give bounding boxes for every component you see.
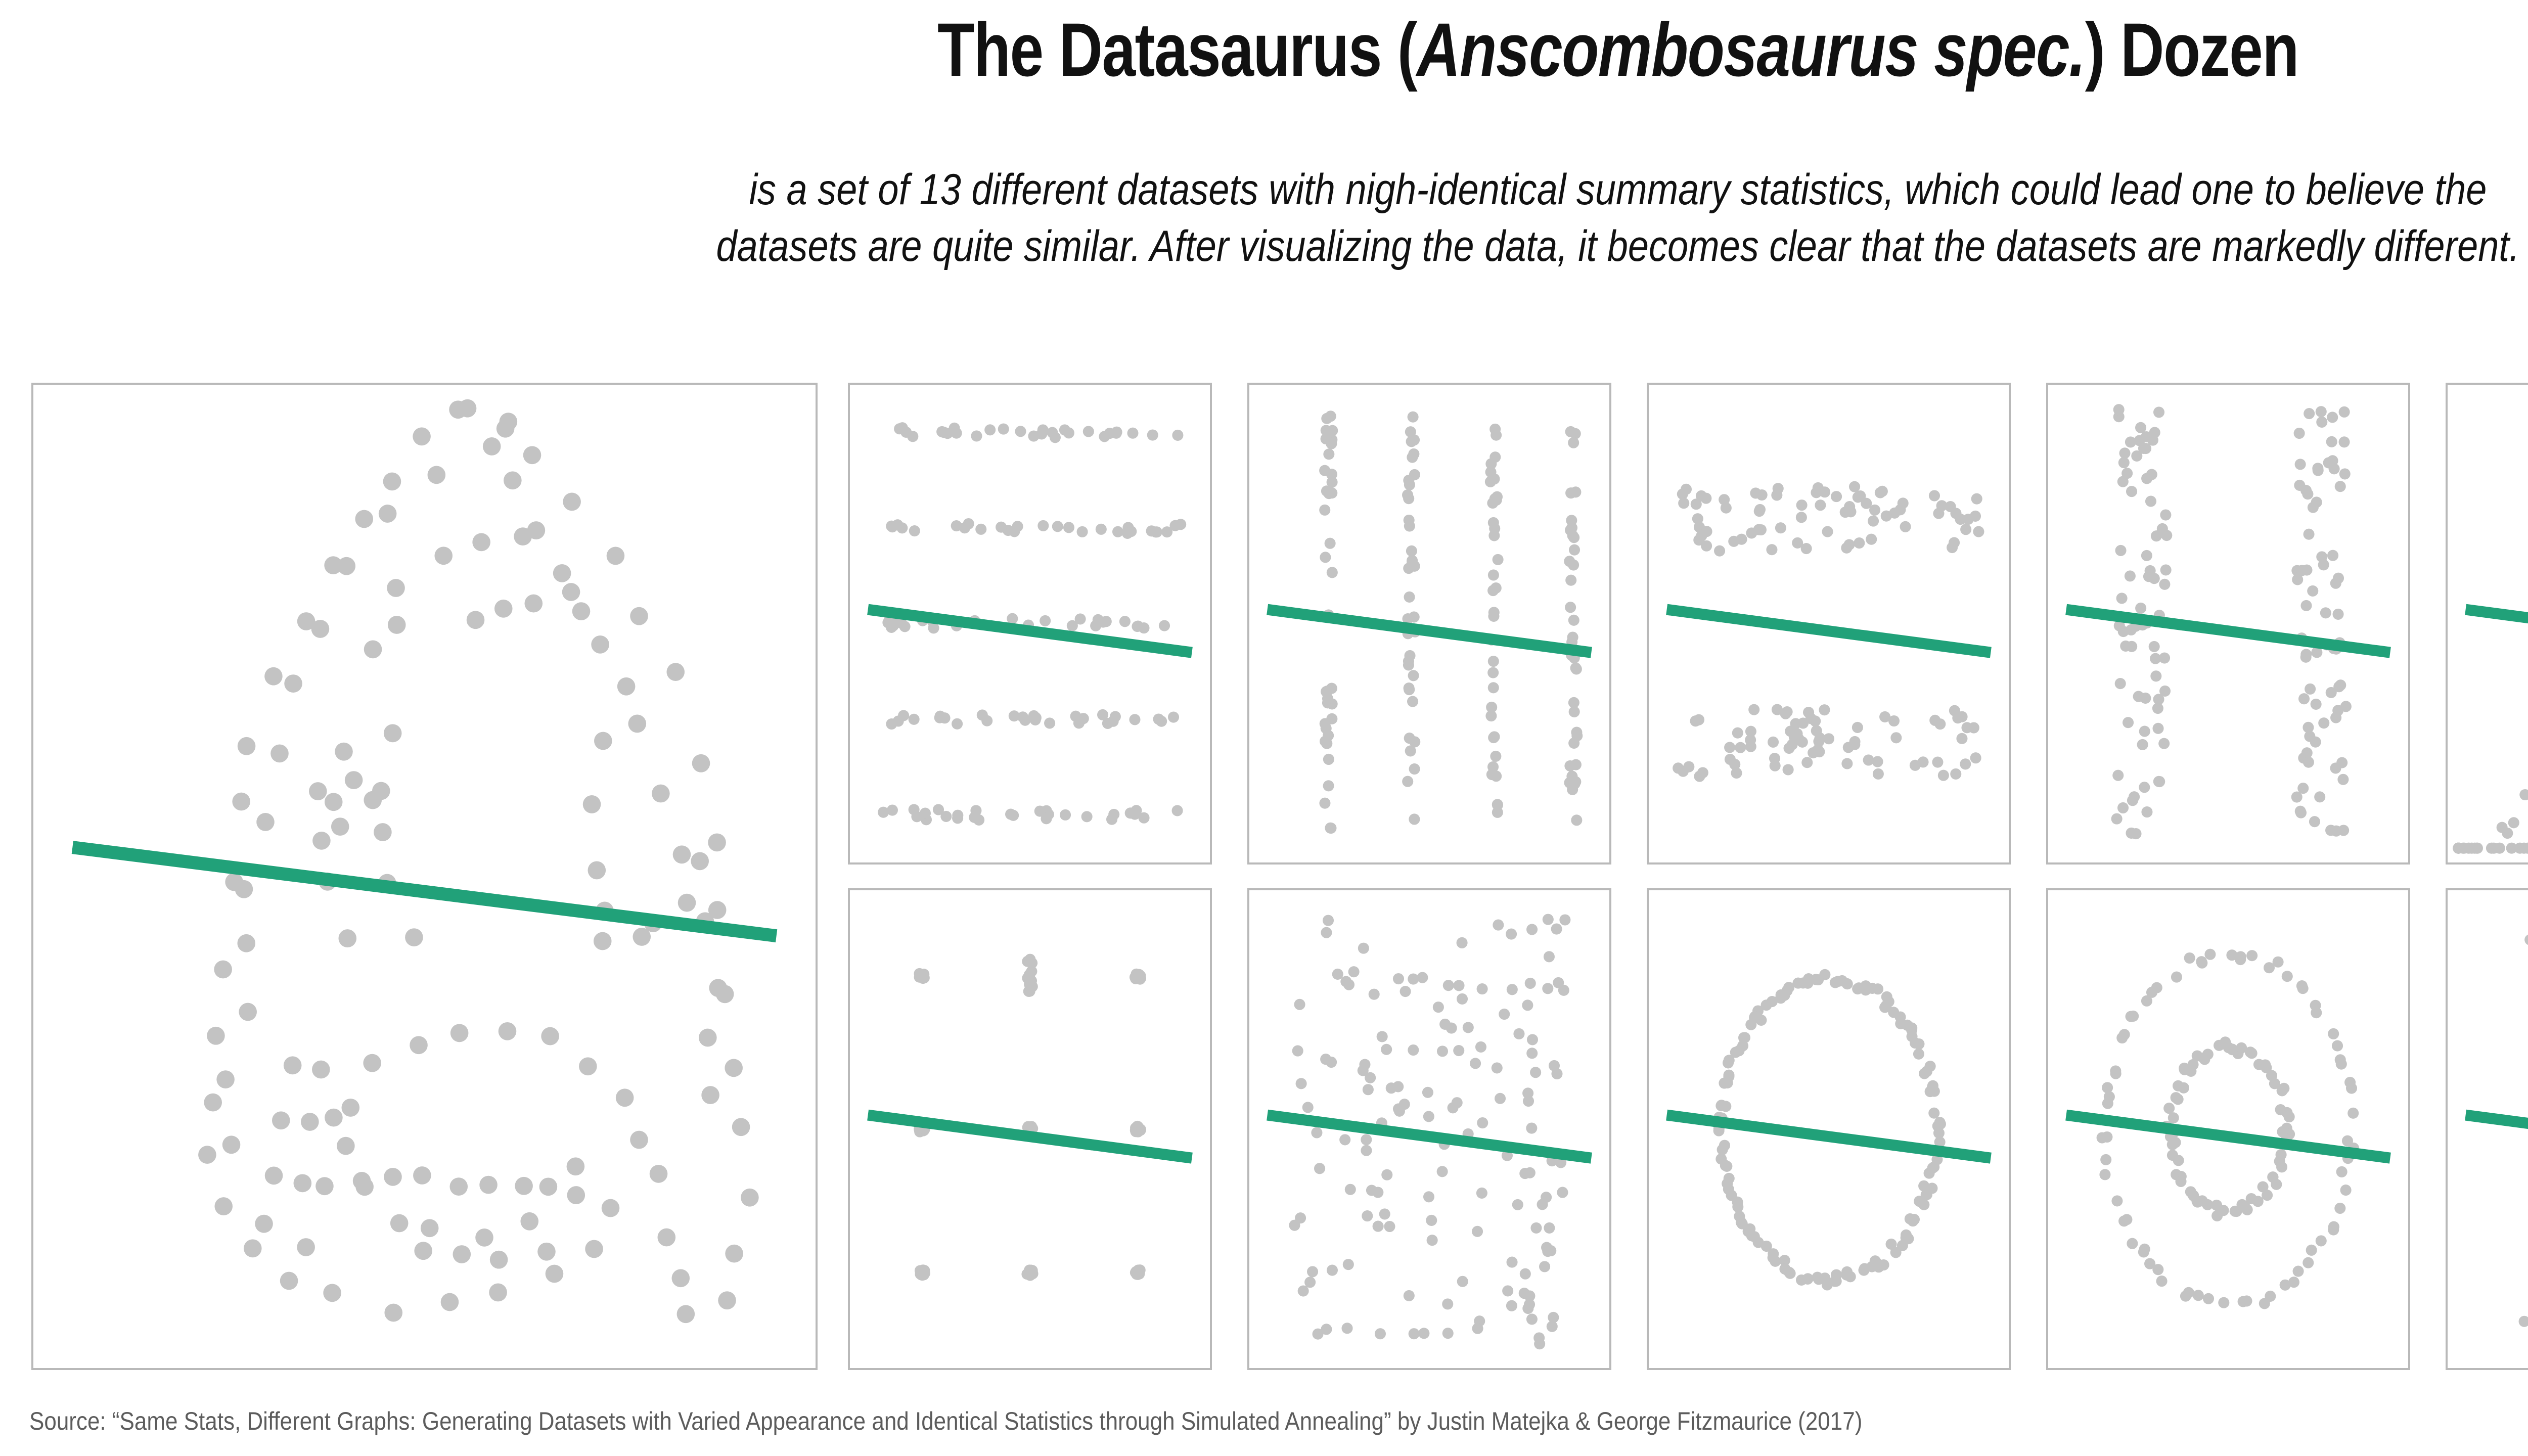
page-subtitle: is a set of 13 different datasets with n… [227,162,2528,275]
scatter-canvas [850,422,1210,826]
scatter-panel-x_shape_rnd [1247,888,1611,1370]
trend-line [2466,1115,2528,1158]
subtitle-line-1: is a set of 13 different datasets with n… [749,165,2487,214]
data-points [878,422,1187,826]
scatter-panel-x_shape [2446,888,2528,1370]
data-points [914,953,1147,1281]
title-scientific-name: Anscombosaurus spec. [1417,7,2086,92]
scatter-canvas [2448,934,2528,1327]
scatter-canvas [2048,404,2408,840]
page-title: The Datasaurus (Anscombosaurus spec.) Do… [324,10,2528,90]
data-points [1289,914,1571,1350]
trend-line [2066,610,2390,653]
trend-line [1667,610,1991,653]
data-points [2518,934,2528,1327]
source-caption: Source: “Same Stats, Different Graphs: G… [29,1407,1863,1435]
subtitle-line-2: datasets are quite similar. After visual… [716,221,2520,270]
scatter-panel-dino [31,383,818,1370]
scatter-canvas [2453,385,2528,854]
title-suffix: ) Dozen [2085,7,2299,92]
data-points [1713,969,1946,1291]
title-prefix: The Datasaurus ( [937,7,1418,92]
scatter-panel-dots [848,888,1212,1370]
data-points [1673,481,1984,782]
data-points [2111,404,2352,840]
trend-line [2466,610,2528,653]
trend-line [72,847,776,936]
scatter-canvas [850,953,1210,1281]
scatter-panel-wide_lines [2046,383,2410,864]
scatter-canvas [33,399,816,1324]
scatter-panel-slant_up [2446,383,2528,864]
trend-line [868,610,1192,653]
scatter-panel-v_lines [1247,383,1611,864]
trend-line [868,1115,1192,1158]
scatter-panel-circle [1647,888,2011,1370]
scatter-canvas [1649,481,2009,782]
scatter-panel-bullseye [2046,888,2410,1370]
data-points [2453,789,2528,854]
trend-line [1268,1115,1592,1158]
scatter-canvas [1249,411,1609,834]
data-points [2096,948,2360,1309]
scatter-panel-high_lines [1647,383,2011,864]
scatter-canvas [1649,969,2009,1291]
trend-line [1667,1115,1991,1158]
scatter-canvas [2048,948,2408,1309]
data-points [198,399,759,1324]
scatter-panel-h_lines [848,383,1212,864]
trend-line [2066,1115,2390,1158]
scatter-canvas [1249,914,1609,1350]
trend-line [1268,610,1592,653]
